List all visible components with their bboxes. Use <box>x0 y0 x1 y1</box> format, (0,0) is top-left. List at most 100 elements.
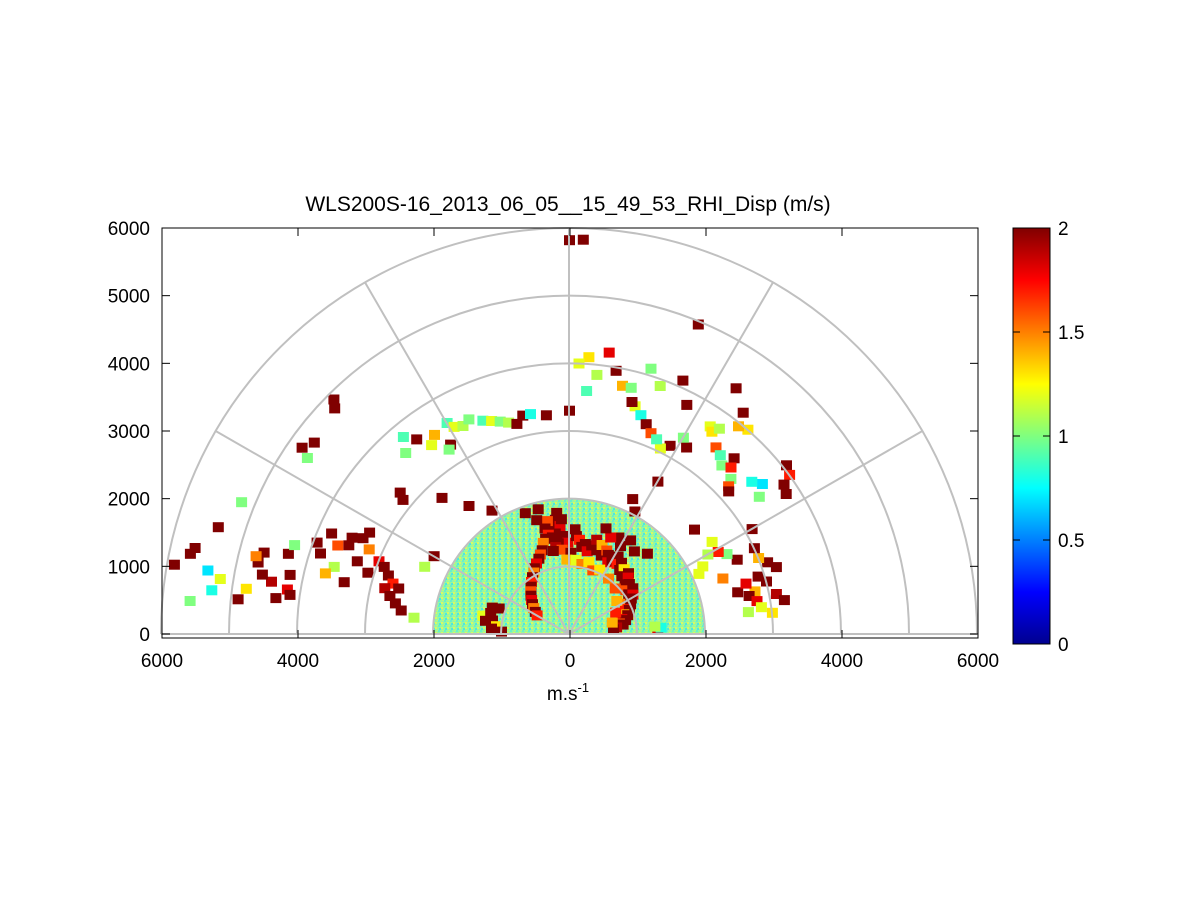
angle-spoke <box>215 430 570 635</box>
data-cell <box>635 410 647 421</box>
data-cell <box>486 416 498 426</box>
data-cell <box>600 523 612 534</box>
data-cell <box>503 417 515 428</box>
data-cell <box>301 453 313 463</box>
data-cell <box>332 540 344 551</box>
data-cell <box>429 429 440 440</box>
data-cell <box>212 522 224 533</box>
data-cell <box>541 516 553 527</box>
data-cell <box>436 492 448 503</box>
data-cell <box>725 473 737 484</box>
data-cell <box>617 619 629 630</box>
data-cell <box>732 587 744 598</box>
data-cell <box>641 548 653 559</box>
data-cell <box>493 603 505 614</box>
data-cell <box>740 578 752 589</box>
svg-text:m.s-1: m.s-1 <box>547 680 589 705</box>
data-cell <box>733 421 744 432</box>
data-cell <box>346 532 358 543</box>
data-cell <box>753 491 765 502</box>
data-cell <box>693 568 705 579</box>
data-cell <box>202 565 214 576</box>
x-tick-label: 4000 <box>821 651 863 672</box>
data-cell <box>252 557 264 568</box>
data-cell <box>752 571 764 582</box>
data-cell <box>184 548 196 559</box>
data-cell <box>603 347 615 358</box>
data-cell <box>781 460 792 471</box>
data-cell <box>770 562 782 573</box>
data-cell <box>308 437 320 448</box>
data-cell <box>612 551 624 562</box>
data-cell <box>328 561 340 572</box>
data-cell <box>532 504 544 515</box>
data-cell <box>364 527 376 538</box>
data-cell <box>697 561 709 572</box>
data-cell <box>537 537 549 548</box>
data-cell <box>583 352 595 363</box>
data-cell <box>645 363 657 374</box>
axis-ticks: 6000 4000 2000 0 2000 4000 6000 0 1000 2000 3000 40… <box>108 219 999 672</box>
data-cell <box>379 583 391 594</box>
data-cell <box>645 428 657 439</box>
data-cell <box>610 607 622 618</box>
data-cell <box>616 557 627 568</box>
colorbar: 0 0.5 1 1.5 2 <box>1012 219 1084 656</box>
x-tick-label: 6000 <box>141 651 183 672</box>
data-cell <box>315 548 326 559</box>
data-cell <box>184 596 196 606</box>
data-cell <box>576 559 588 569</box>
data-cell <box>258 547 270 558</box>
data-cell <box>232 594 244 605</box>
data-cell <box>596 540 608 550</box>
data-cell <box>654 443 666 454</box>
y-tick-label: 0 <box>139 625 150 646</box>
angle-spoke <box>364 281 570 635</box>
data-cell <box>206 585 218 596</box>
data-cell <box>716 460 728 471</box>
data-cell <box>651 434 663 445</box>
data-cell <box>554 521 566 532</box>
data-cell <box>400 448 412 458</box>
data-cell <box>311 537 323 548</box>
data-cell <box>397 494 409 505</box>
data-cell <box>721 549 733 560</box>
y-tick-label: 6000 <box>108 219 150 240</box>
data-cell <box>270 593 282 604</box>
data-cell <box>594 564 606 575</box>
data-cell <box>577 234 589 245</box>
data-cell <box>574 534 585 545</box>
data-cell <box>714 450 726 461</box>
data-cell <box>519 508 531 519</box>
data-cell <box>625 535 637 546</box>
data-cell <box>608 624 619 635</box>
colorbar-tick-label: 1 <box>1058 427 1069 448</box>
data-cell <box>319 568 331 579</box>
data-cell <box>595 550 607 561</box>
data-cell <box>256 569 268 580</box>
data-cell <box>378 561 390 572</box>
data-cell <box>710 442 722 453</box>
data-cell <box>284 569 296 580</box>
data-cell <box>395 605 407 616</box>
colorbar-tick-label: 1.5 <box>1058 323 1084 344</box>
data-cell <box>562 537 574 548</box>
data-cell <box>677 375 689 386</box>
data-cell <box>770 589 782 599</box>
data-cell <box>591 369 603 380</box>
data-cell <box>397 432 409 442</box>
data-cell <box>591 545 603 556</box>
data-cell <box>713 423 725 434</box>
data-cell <box>723 486 735 497</box>
data-cell <box>486 505 498 516</box>
data-cell <box>486 623 497 634</box>
angle-spoke <box>568 281 774 635</box>
data-cell <box>704 421 716 432</box>
x-axis-label-base: m.s <box>547 684 578 705</box>
plot-area: 6000 4000 2000 0 2000 4000 6000 0 1000 2000 3000 40… <box>108 219 999 672</box>
data-cell <box>689 524 700 535</box>
data-cell <box>649 621 661 632</box>
data-cell <box>780 489 792 499</box>
data-cell <box>485 608 497 618</box>
data-cell <box>706 536 718 547</box>
